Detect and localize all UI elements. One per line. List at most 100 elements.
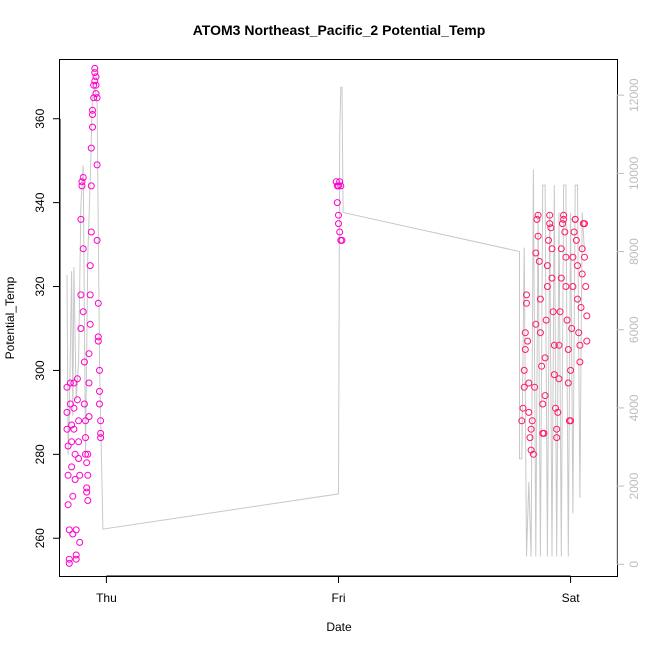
data-point [91,69,99,77]
data-point [76,471,84,479]
data-point [574,262,581,270]
data-point [532,249,540,257]
data-point [64,501,72,509]
data-point [70,379,78,387]
data-point [557,274,565,282]
data-point [524,337,532,345]
data-point [97,434,105,442]
data-point [555,375,563,383]
data-point [567,366,575,374]
data-point [557,245,565,253]
data-point [532,320,540,328]
data-point [92,81,100,89]
data-point [63,383,71,391]
chart-title: ATOM3 Northeast_Pacific_2 Potential_Temp [193,22,486,38]
y-right-tick-label: 0 [627,561,641,568]
data-point [529,450,537,458]
data-point [520,383,528,391]
data-point [333,199,341,207]
data-point [335,220,342,228]
data-point [335,211,342,219]
data-point [582,283,590,290]
data-point [547,224,555,232]
y-right-tick-label: 12000 [627,78,641,112]
depth-line [66,86,585,557]
data-point [77,291,85,299]
data-point [66,400,74,408]
data-point [518,417,526,425]
data-point [83,484,91,492]
data-point [77,325,85,332]
y-axis-left: 260 280 300 320 340 360 [33,108,61,548]
data-point [562,283,570,290]
y-right-tick-label: 8000 [627,238,641,265]
data-point [93,94,101,102]
data-point [539,400,547,408]
data-point [548,274,556,282]
data-point [73,375,81,383]
data-point [97,417,105,425]
data-point [568,325,576,332]
y-right-tick-label: 10000 [627,156,641,190]
data-point [553,434,561,442]
data-point [541,354,549,362]
data-point [82,417,89,425]
data-point [534,211,542,219]
y-tick-label: 280 [33,444,47,464]
data-point [536,295,544,303]
data-point [79,308,87,316]
data-point [520,366,528,374]
data-point [65,559,73,567]
data-point [338,236,346,244]
data-point [70,404,78,412]
data-point [528,417,536,425]
y-tick-label: 300 [33,360,47,380]
data-point [69,530,77,538]
data-point [96,366,103,374]
plot-frame [59,59,618,577]
data-point [541,392,549,400]
data-point [75,417,83,425]
data-point [79,245,87,253]
data-point [87,182,95,190]
data-point [66,379,74,387]
data-point [93,161,101,169]
data-point [581,220,588,228]
data-point [574,295,581,303]
data-point [97,429,105,437]
data-point [535,257,543,265]
data-point [563,316,571,324]
data-point [87,228,95,236]
data-point [337,182,345,190]
x-axis: Thu Fri Sat [96,575,580,605]
data-point [521,329,529,337]
y-tick-label: 340 [33,192,47,212]
data-point [543,283,551,290]
data-point [90,81,98,89]
data-point [553,425,561,433]
data-point [521,346,529,353]
data-point [536,329,544,337]
data-point [70,425,78,433]
data-point [78,178,86,186]
data-point [525,379,533,387]
y-right-tick-label: 2000 [627,472,641,499]
data-point [86,291,94,299]
data-point [77,215,85,223]
data-point [71,450,79,458]
data-point [79,174,87,181]
data-point [78,182,86,190]
data-point [75,438,83,446]
data-point [72,555,80,563]
data-point [569,253,577,261]
data-point [542,316,550,324]
data-point [83,459,91,467]
y-axis-right: 0 2000 4000 6000 8000 10000 12000 [616,78,641,568]
data-point [561,228,569,236]
data-point [562,253,570,261]
data-point [86,320,94,328]
data-point [336,228,344,236]
data-point [549,308,557,316]
data-point [336,178,344,186]
data-point [92,73,100,81]
